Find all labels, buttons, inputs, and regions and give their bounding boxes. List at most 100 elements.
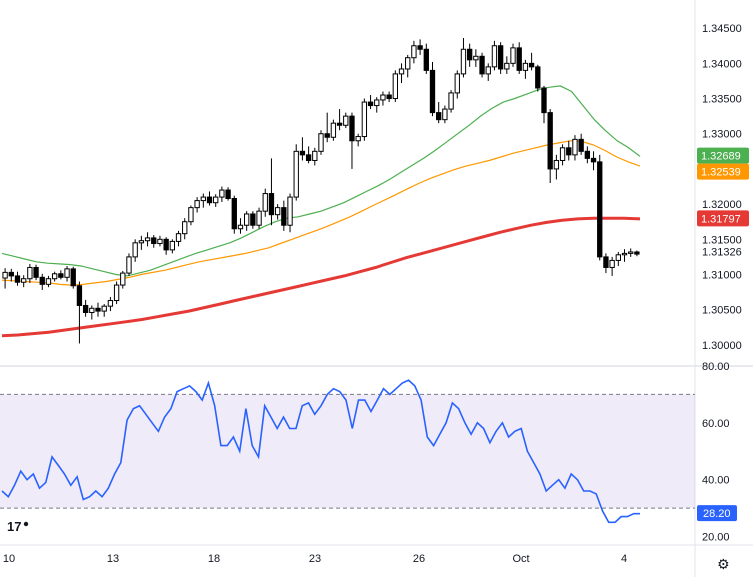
candle-body [64,268,70,278]
candle-body [268,193,275,216]
candle-body [318,133,324,152]
price-tick-label: 1.33000 [702,129,742,141]
candle-body [262,193,268,212]
price-tick-label: 1.34500 [702,23,742,35]
candle-body [58,273,64,278]
candle-body [151,237,157,245]
candle-body [163,238,169,251]
price-tick-label: 1.33500 [702,94,742,106]
time-tick-label: Oct [512,553,529,565]
moving-average-line [1,85,641,277]
candle-body [485,66,491,75]
candle-body [423,48,429,71]
price-tick-label: 1.31000 [702,270,742,282]
candle-body [82,304,89,314]
svg-text:1.32539: 1.32539 [701,167,741,179]
candle-body [244,213,250,226]
candle-body [107,300,114,307]
candle-body [324,133,330,138]
candle-body [2,271,8,279]
price-tick-label: 1.34000 [702,58,742,70]
candle-body [101,305,107,312]
price-labels: 1.32689 1.32539 1.31797 1.31326 [697,147,749,259]
candle-body [510,47,516,64]
candle-body [213,196,219,204]
candle-body [628,251,634,254]
price-tick-label: 1.32000 [702,199,742,211]
candle-body [590,157,597,163]
price-axis[interactable]: 1.34500 1.34000 1.33500 1.33000 1.32000 1.315… [702,23,742,352]
candle-body [206,196,213,204]
candle-body [126,256,132,274]
candle-body [27,266,33,280]
candle-body [14,275,21,283]
candle-body [219,189,225,198]
candle-body [584,150,591,159]
candle-body [281,207,287,226]
candle-body [572,138,578,156]
gear-icon[interactable]: ⚙ [717,556,730,572]
moving-averages [1,85,641,338]
candle-body [504,62,510,70]
candle-body [386,94,392,100]
candle-body [355,136,361,142]
moving-average-line [1,140,641,286]
candle-body [349,115,355,142]
candle-body [448,92,454,110]
time-axis[interactable]: 10 13 18 23 26 Oct 4 [3,553,627,565]
candle-body [479,55,485,75]
candle-body [274,207,281,216]
candle-body [528,62,535,68]
candle-body [566,147,572,156]
candle-body [491,45,498,68]
candle-body [200,196,206,202]
candle-body [597,161,603,258]
candle-body [380,94,386,101]
candle-body [287,196,293,226]
price-label-pill: 1.31797 [697,210,749,227]
candle-body [169,240,176,251]
rsi-axis[interactable]: 80.00 60.00 40.00 20.00 28.20 [697,361,737,543]
candle-body [460,48,467,75]
logo-text: 17 [7,519,21,534]
candle-body [312,150,318,161]
candle-body [336,122,343,126]
candle-body [157,238,163,245]
candle-body [330,122,337,138]
time-tick-label: 4 [621,553,627,565]
candle-body [405,57,411,70]
tradingview-logo-icon[interactable]: 17 [5,517,31,535]
candle-body [237,224,244,230]
svg-text:1.31797: 1.31797 [701,213,741,225]
candle-body [250,213,256,226]
candle-body [429,69,436,114]
rsi-tick-label: 40.00 [702,475,730,487]
candle-body [305,154,312,161]
candle-body [547,112,553,170]
time-tick-label: 13 [107,553,119,565]
candle-body [182,221,188,235]
candle-body [609,259,615,268]
candle-body [578,138,584,152]
candle-body [454,73,460,94]
rsi-indicator [1,379,640,524]
candle-body [95,307,101,312]
candle-body [374,99,380,107]
candle-body [367,101,374,107]
candle-body [343,115,349,126]
candle-body [132,242,138,258]
rsi-tick-label: 80.00 [702,361,730,373]
rsi-tick-label: 20.00 [702,531,730,543]
candle-body [634,251,640,255]
candle-body [361,101,368,138]
time-tick-label: 26 [413,553,425,565]
candle-body [175,233,182,242]
candle-body [497,45,504,70]
candle-body [8,271,14,277]
time-tick-label: 18 [208,553,220,565]
candle-body [89,307,95,314]
last-price-label: 1.31326 [702,247,742,259]
candle-body [51,273,58,280]
time-tick-label: 10 [3,553,15,565]
svg-text:28.20: 28.20 [703,508,731,520]
